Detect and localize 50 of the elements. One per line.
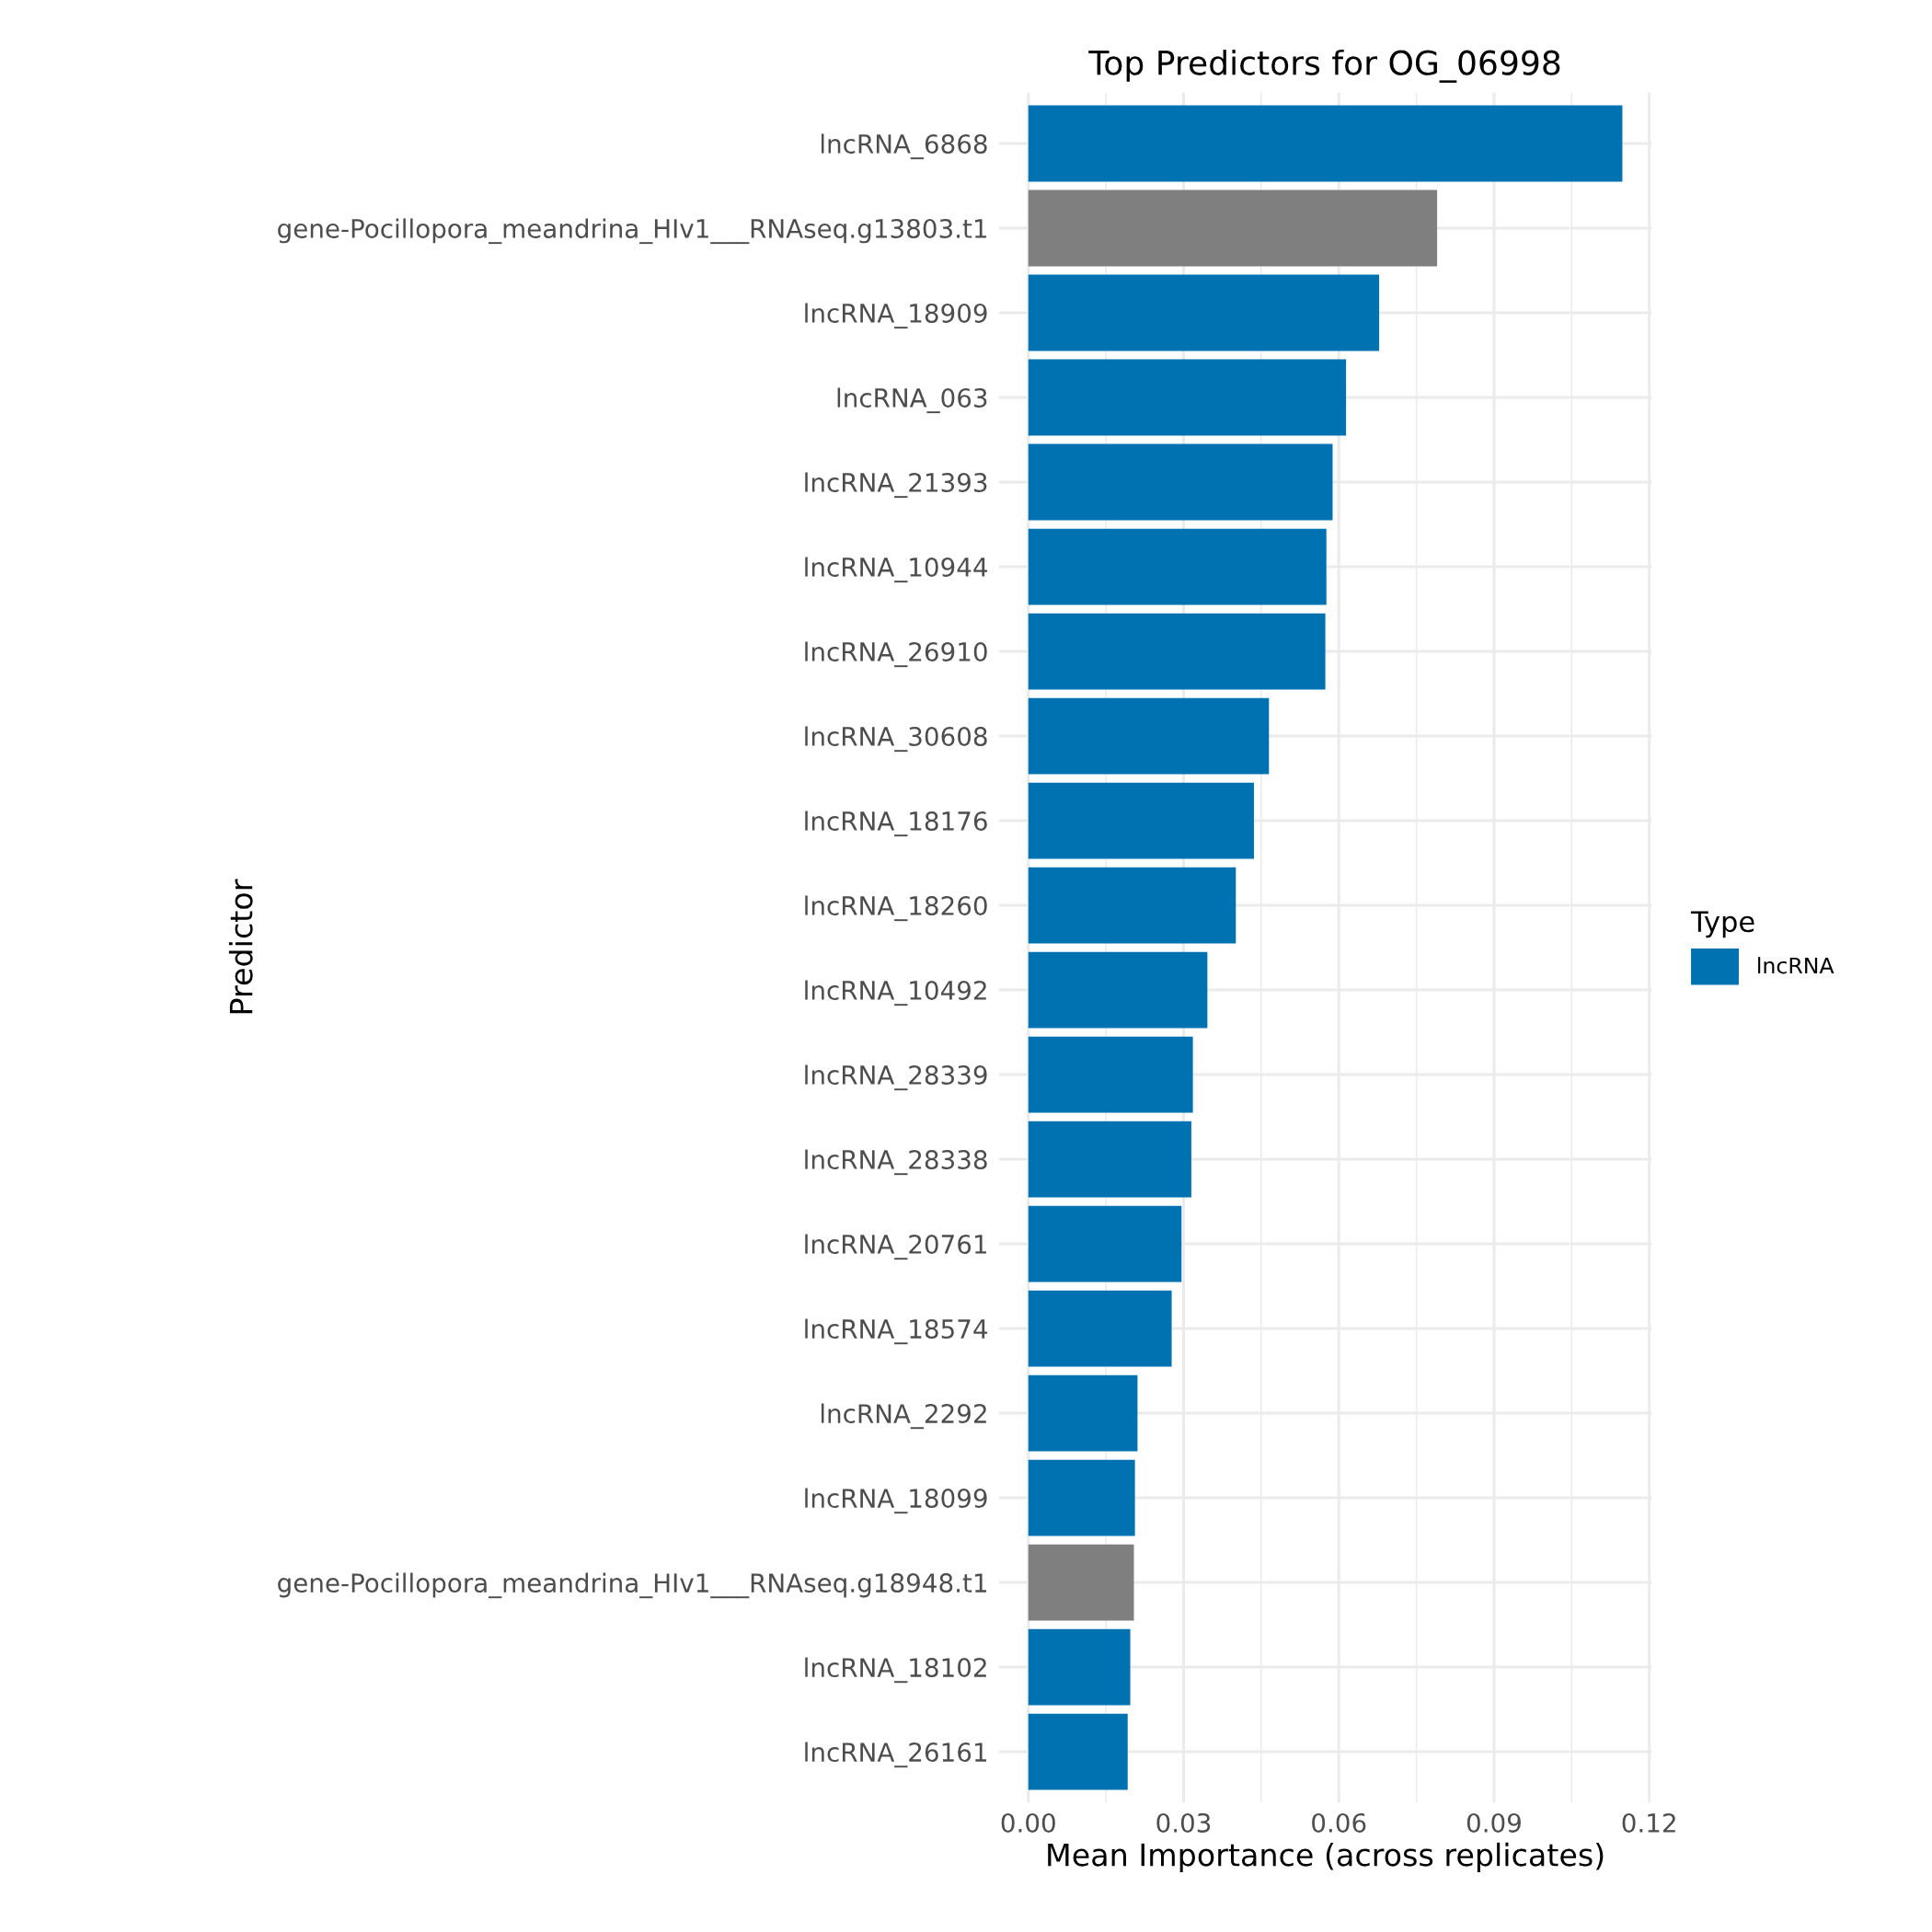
x-tick-label: 0.12: [1622, 1812, 1675, 1833]
bar: [1028, 1713, 1128, 1790]
y-tick-label: lncRNA_26910: [805, 641, 987, 668]
y-tick-label: lncRNA_28339: [805, 1064, 987, 1091]
bar: [1028, 1290, 1172, 1367]
legend-label: lncRNA: [1758, 957, 1834, 974]
y-tick-label: lncRNA_18909: [805, 303, 987, 329]
bar: [1028, 443, 1333, 521]
bar: [1028, 528, 1327, 605]
bar: [1028, 105, 1623, 182]
chart-title: Top Predictors for OG_06998: [1088, 49, 1560, 83]
x-tick-label: 0.00: [1001, 1812, 1055, 1833]
y-tick-label: lncRNA_30608: [805, 726, 987, 753]
y-tick-label: lncRNA_28338: [805, 1149, 987, 1176]
y-tick-label: lncRNA_6868: [821, 133, 987, 160]
x-tick-label: 0.06: [1312, 1812, 1366, 1833]
bar: [1028, 951, 1208, 1029]
x-axis-title: Mean Importance (across replicates): [1048, 1842, 1604, 1873]
bar: [1028, 190, 1438, 267]
legend-title: Type: [1690, 911, 1754, 938]
y-tick-label: lncRNA_18099: [805, 1488, 987, 1514]
bar: [1028, 274, 1380, 351]
y-tick-label: lncRNA_26161: [805, 1742, 987, 1768]
y-tick-label: lncRNA_18574: [805, 1318, 988, 1345]
y-tick-label: lncRNA_21393: [805, 472, 987, 499]
y-tick-label: gene-Pocillopora_meandrina_HIv1___RNAseq.g18948.t1: [278, 1572, 986, 1599]
y-tick-label: lncRNA_20761: [805, 1234, 987, 1260]
y-axis-title: Predictor: [228, 879, 253, 1014]
y-tick-label: lncRNA_10944: [805, 557, 988, 583]
bar: [1028, 1374, 1138, 1452]
bar: [1028, 782, 1254, 859]
bar: [1028, 1121, 1191, 1198]
y-tick-label: lncRNA_18176: [805, 811, 987, 837]
bar: [1028, 697, 1270, 775]
y-tick-label: lncRNA_10492: [805, 980, 986, 1006]
bar: [1028, 613, 1326, 690]
y-tick-label: gene-Pocillopora_meandrina_HIv1___RNAseq.g13803.t1: [278, 218, 986, 245]
y-tick-label: lncRNA_063: [837, 387, 987, 414]
y-tick-label: lncRNA_18260: [805, 895, 987, 922]
y-tick-label: lncRNA_2292: [821, 1403, 986, 1430]
bar: [1028, 1459, 1135, 1536]
x-tick-label: 0.03: [1156, 1812, 1211, 1833]
y-tick-label: lncRNA_18102: [805, 1657, 986, 1684]
x-tick-label: 0.09: [1466, 1812, 1521, 1833]
bar: [1028, 359, 1347, 436]
bar: [1028, 1036, 1193, 1113]
bar: [1028, 1205, 1182, 1282]
bar: [1028, 1544, 1134, 1621]
bar: [1028, 867, 1236, 944]
bar: [1028, 1628, 1131, 1706]
